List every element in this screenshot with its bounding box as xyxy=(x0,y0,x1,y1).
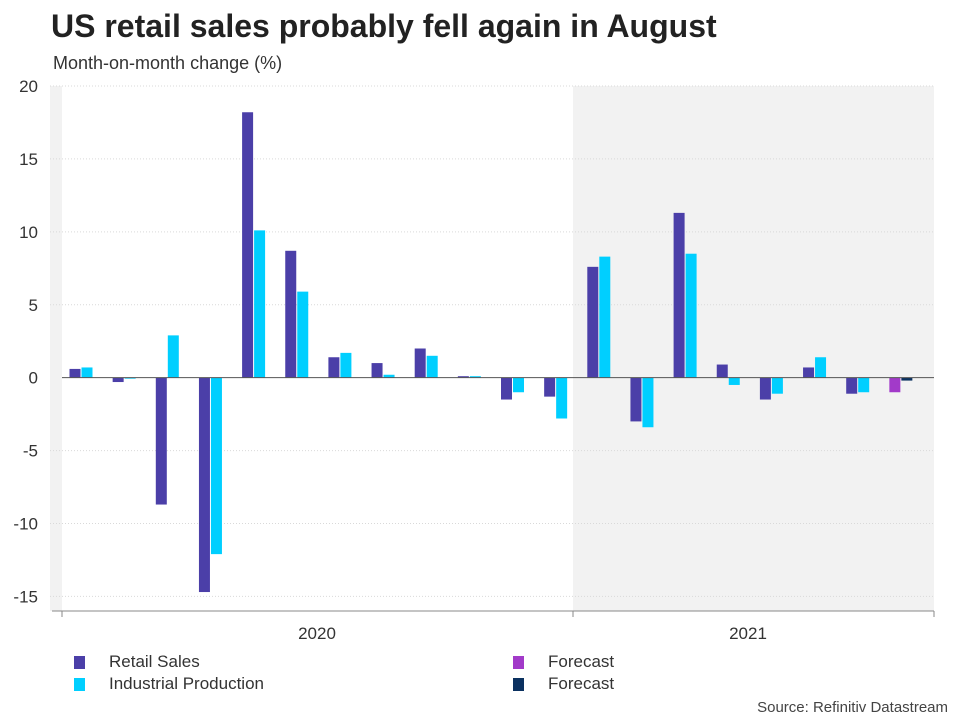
bar-industrial-production xyxy=(340,352,352,378)
bar-retail-sales xyxy=(716,364,728,378)
bar-industrial-production xyxy=(297,291,309,378)
bar-retail-sales xyxy=(285,250,297,378)
legend-swatch-industrial-production xyxy=(74,677,85,691)
bar-retail-sales xyxy=(544,377,556,397)
bar-retail-sales xyxy=(501,377,512,400)
legend-label-forecast-industrial: Forecast xyxy=(548,674,615,693)
chart-subtitle: Month-on-month change (%) xyxy=(53,53,283,73)
legend-swatch-forecast-industrial xyxy=(513,677,524,691)
bar-industrial-production xyxy=(210,377,222,555)
bar-forecast-retail xyxy=(889,377,901,393)
bar-industrial-production xyxy=(469,376,481,378)
bar-industrial-production xyxy=(642,377,654,428)
bar-retail-sales xyxy=(198,377,210,593)
shaded-region-2021 xyxy=(573,86,934,611)
y-tick-label: -5 xyxy=(23,442,38,461)
chart-title: US retail sales probably fell again in A… xyxy=(51,8,717,44)
bar-retail-sales xyxy=(328,357,340,378)
legend-swatch-forecast-retail xyxy=(513,655,524,669)
bar-retail-sales xyxy=(414,348,426,378)
y-tick-label: -15 xyxy=(13,587,38,606)
bar-retail-sales xyxy=(155,377,167,505)
bar-industrial-production xyxy=(383,374,395,378)
legend-item-retail-sales: Retail Sales xyxy=(74,652,200,672)
bar-forecast-industrial xyxy=(901,377,913,381)
bar-retail-sales xyxy=(759,377,771,400)
bar-industrial-production xyxy=(685,253,697,378)
bar-retail-sales xyxy=(630,377,642,422)
legend-item-forecast-industrial: Forecast xyxy=(513,674,614,694)
bar-industrial-production xyxy=(167,335,179,378)
bar-industrial-production xyxy=(858,377,870,393)
bar-industrial-production xyxy=(254,230,266,378)
x-group-label: 2021 xyxy=(729,624,767,643)
bar-retail-sales xyxy=(371,363,383,378)
bar-industrial-production xyxy=(599,256,611,378)
y-tick-label: 10 xyxy=(19,223,38,242)
y-tick-label: 5 xyxy=(29,296,38,315)
legend-item-forecast-retail: Forecast xyxy=(513,652,614,672)
x-group-label: 2020 xyxy=(298,624,336,643)
y-tick-label: -10 xyxy=(13,515,38,534)
bar-industrial-production xyxy=(513,377,524,393)
source-note: Source: Refinitiv Datastream xyxy=(757,699,948,716)
y-tick-label: 20 xyxy=(19,77,38,96)
y-tick-label: 0 xyxy=(29,369,38,388)
y-tick-label: 15 xyxy=(19,150,38,169)
bar-retail-sales xyxy=(242,112,254,378)
bar-retail-sales xyxy=(112,377,124,383)
legend-swatch-retail-sales xyxy=(74,655,85,669)
bar-industrial-production xyxy=(81,367,93,378)
bar-industrial-production xyxy=(728,377,740,385)
plot-edge-shade xyxy=(50,86,62,611)
legend-item-industrial-production: Industrial Production xyxy=(74,674,264,694)
bar-retail-sales xyxy=(846,377,858,394)
bar-chart: 20 15 10 5 0 -5 -10 -15 2020 2021 xyxy=(13,77,935,643)
bar-retail-sales xyxy=(803,367,815,378)
bar-industrial-production xyxy=(556,377,568,419)
legend-label-retail-sales: Retail Sales xyxy=(109,652,200,671)
bar-retail-sales xyxy=(69,368,81,378)
bar-industrial-production xyxy=(815,357,827,378)
bar-industrial-production xyxy=(426,355,438,378)
bar-industrial-production xyxy=(771,377,783,394)
bar-retail-sales xyxy=(673,212,685,378)
legend-label-forecast-retail: Forecast xyxy=(548,652,615,671)
bar-retail-sales xyxy=(457,376,469,378)
legend-label-industrial-production: Industrial Production xyxy=(109,674,264,693)
bar-retail-sales xyxy=(587,266,599,378)
